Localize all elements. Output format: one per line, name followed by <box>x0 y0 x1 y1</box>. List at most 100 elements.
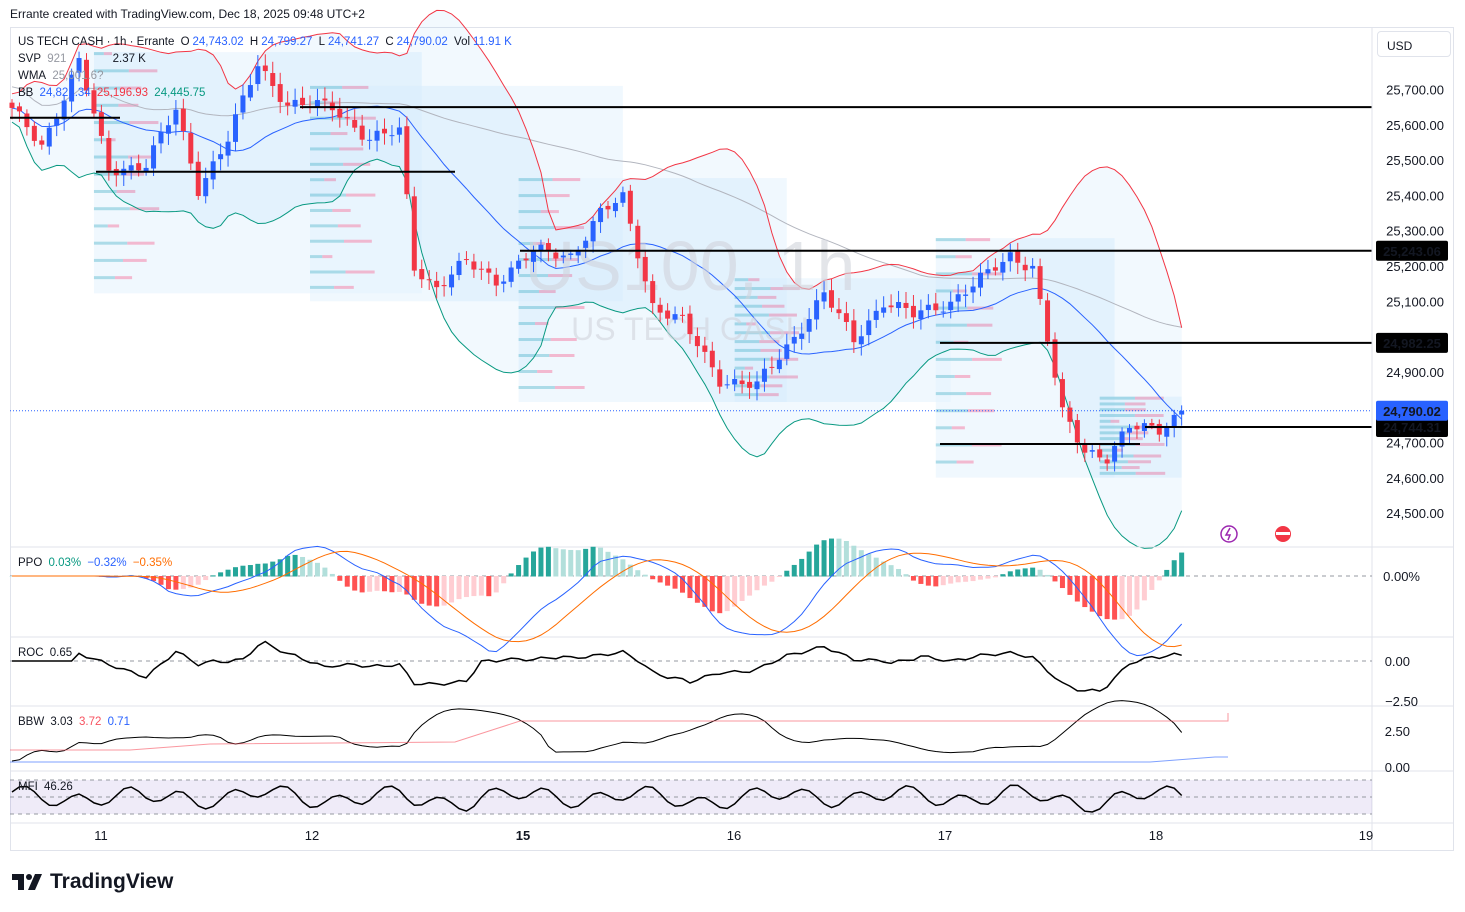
candle-body <box>717 369 723 387</box>
candle-body <box>69 74 75 102</box>
candle-body <box>1030 265 1036 269</box>
volume-profile-bar <box>734 366 745 370</box>
candle-body <box>456 260 462 276</box>
candle-body <box>300 97 306 105</box>
ppo-histogram-bar <box>702 576 708 607</box>
volume-label: Vol <box>454 36 471 48</box>
candle-body <box>54 118 60 126</box>
ppo-name: PPO <box>18 557 43 569</box>
tradingview-logo[interactable]: TradingView <box>12 870 173 894</box>
candle-body <box>694 336 700 347</box>
wma-legend[interactable]: WMA 25,001.6? <box>18 70 106 82</box>
roc-name: ROC <box>18 647 44 659</box>
candle-body <box>814 300 820 320</box>
ppo-histogram-bar <box>493 576 499 593</box>
volume-profile-bar <box>1124 402 1146 406</box>
candle-body <box>672 314 678 320</box>
volume-profile-bar <box>1135 471 1166 475</box>
bbw-name: BBW <box>18 716 45 728</box>
candle-body <box>382 128 387 134</box>
candle-body <box>829 290 834 308</box>
ppo-histogram-bar <box>501 576 507 584</box>
candle-body <box>687 313 693 335</box>
volume-profile-bar <box>330 132 348 136</box>
mfi-legend[interactable]: MFI 46.26 <box>18 781 76 793</box>
price-label-box <box>1376 240 1448 261</box>
volume-profile-bar <box>734 375 770 379</box>
candle-body <box>1104 459 1110 464</box>
currency-selector[interactable]: USD <box>1377 31 1451 57</box>
x-axis-tick-label: 16 <box>727 828 741 843</box>
volume-profile-bar <box>551 258 579 262</box>
lightning-icon <box>1220 525 1238 543</box>
volume-profile-bar <box>748 278 760 282</box>
volume-profile-bar <box>345 270 375 274</box>
y-axis-tick-label: 24,900.00 <box>1386 365 1444 380</box>
ppo-histogram-bar <box>1015 569 1021 577</box>
volume-profile-bar <box>535 322 549 326</box>
candle-body <box>31 125 37 141</box>
candle-body <box>553 252 559 259</box>
chart-frame <box>10 27 1454 851</box>
ppo-histogram-bar <box>620 559 626 577</box>
ppo-histogram-bar <box>225 569 231 577</box>
volume-profile-bar <box>128 69 158 73</box>
ppo-histogram-bar <box>799 558 805 577</box>
volume-profile-bar <box>518 210 541 214</box>
ppo-histogram-bar <box>300 556 306 577</box>
candle-body <box>985 269 991 274</box>
ppo-histogram-bar <box>1000 574 1006 577</box>
volume-profile-bar <box>518 370 538 374</box>
ppo-histogram-bar <box>389 576 395 593</box>
volume-profile-bar <box>1133 454 1162 458</box>
volume-profile-bar <box>324 178 336 182</box>
svp-value-1: 921 <box>47 53 67 65</box>
volume-profile-bar <box>128 155 157 159</box>
ppo-histogram-bar <box>739 576 745 601</box>
ppo-histogram-bar <box>1156 576 1162 581</box>
bbw-legend[interactable]: BBW 3.03 3.72 0.71 <box>18 716 133 728</box>
open-value: 24,743.02 <box>192 36 244 48</box>
ppo-histogram-bar <box>836 538 842 577</box>
bb-legend[interactable]: BB 24,821.34 25,196.93 24,445.75 <box>18 87 208 99</box>
volume-profile-bar <box>344 239 372 243</box>
ppo-histogram-bar <box>896 568 902 577</box>
volume-profile-bar <box>769 357 799 361</box>
volume-profile-bar <box>518 354 550 358</box>
candle-body <box>873 310 879 320</box>
ppo-histogram-bar <box>1179 552 1185 577</box>
y-axis-tick-label: 25,700.00 <box>1386 82 1444 97</box>
volume-profile-bar <box>118 103 139 107</box>
roc-legend[interactable]: ROC 0.65 <box>18 647 75 659</box>
candle-body <box>352 119 358 128</box>
ppo-histogram-bar <box>419 576 425 604</box>
ppo-histogram-bar <box>724 576 730 612</box>
candle-body <box>46 127 52 147</box>
ppo-histogram-bar <box>523 557 529 577</box>
ppo-histogram-bar <box>1082 576 1088 608</box>
ppo-histogram-bar <box>940 576 946 586</box>
candle-body <box>344 117 350 119</box>
volume-profile-bar <box>1125 408 1146 412</box>
candle-body <box>180 108 186 131</box>
ppo-histogram-bar <box>426 576 432 606</box>
ppo-histogram-bar <box>881 561 887 577</box>
candle-body <box>642 256 648 282</box>
candle-body <box>285 102 291 106</box>
x-axis-tick-label: 18 <box>1149 828 1163 843</box>
volume-profile-bar <box>114 276 133 280</box>
volume-profile-bar <box>1099 460 1128 464</box>
volume-profile-bar <box>1134 414 1164 418</box>
svp-legend[interactable]: SVP 921 2.37 K <box>18 53 149 65</box>
ppo-histogram-bar <box>307 559 313 577</box>
candle-body <box>747 381 753 388</box>
symbol-legend[interactable]: US TECH CASH · 1h · Errante O 24,743.02 H… <box>18 36 515 48</box>
ppo-legend[interactable]: PPO 0.03% −0.32% −0.35% <box>18 557 175 569</box>
ppo-histogram-bar <box>732 576 738 607</box>
volume-profile-bar <box>734 287 771 291</box>
candle-body <box>463 259 469 261</box>
candle-body <box>76 58 82 73</box>
candle-body <box>836 309 842 314</box>
candle-body <box>963 294 969 296</box>
